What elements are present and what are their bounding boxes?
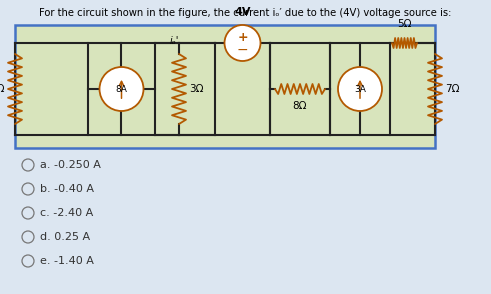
FancyBboxPatch shape	[15, 25, 435, 148]
Text: For the circuit shown in the figure, the current iₒ′ due to the (4V) voltage sou: For the circuit shown in the figure, the…	[39, 8, 451, 18]
Text: e. -1.40 A: e. -1.40 A	[40, 256, 94, 266]
Text: a. -0.250 A: a. -0.250 A	[40, 160, 101, 170]
Text: 3A: 3A	[354, 84, 366, 93]
Text: d. 0.25 A: d. 0.25 A	[40, 232, 90, 242]
Text: c. -2.40 A: c. -2.40 A	[40, 208, 93, 218]
Text: 7Ω: 7Ω	[445, 84, 460, 94]
Text: −: −	[237, 43, 248, 57]
Text: 4V: 4V	[234, 7, 251, 17]
Text: 8A: 8A	[115, 84, 128, 93]
Text: 8Ω: 8Ω	[293, 101, 307, 111]
Circle shape	[224, 25, 261, 61]
Text: +: +	[237, 31, 248, 44]
Text: 6Ω: 6Ω	[0, 84, 5, 94]
Circle shape	[338, 67, 382, 111]
Text: 5Ω: 5Ω	[397, 19, 412, 29]
Circle shape	[100, 67, 143, 111]
Text: b. -0.40 A: b. -0.40 A	[40, 184, 94, 194]
Text: 3Ω: 3Ω	[189, 84, 203, 94]
Text: iₒ': iₒ'	[169, 36, 179, 46]
